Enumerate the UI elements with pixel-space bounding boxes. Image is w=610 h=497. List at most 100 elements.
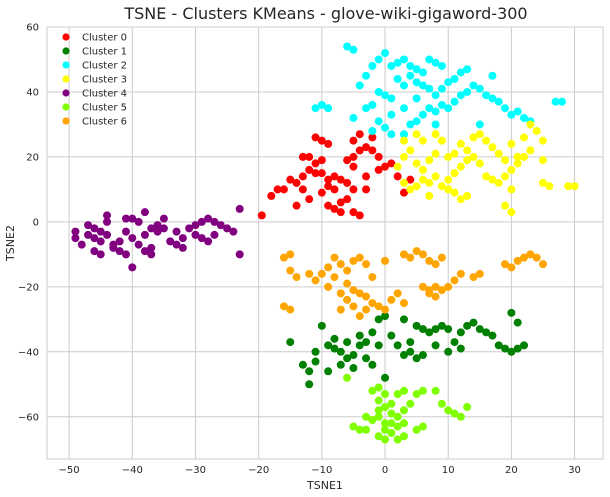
data-point [311, 159, 320, 168]
data-point [362, 260, 371, 269]
data-point [418, 68, 427, 77]
data-point [166, 237, 175, 246]
data-point [368, 386, 377, 395]
x-tick-label: −20 [248, 465, 269, 476]
data-point [469, 81, 478, 90]
data-point [526, 120, 535, 129]
data-point [330, 253, 339, 262]
legend-marker [62, 117, 70, 125]
x-tick-label: 30 [568, 465, 581, 476]
data-point [418, 325, 427, 334]
data-point [456, 269, 465, 278]
legend-marker [62, 89, 70, 97]
data-point [368, 133, 377, 142]
legend-label: Cluster 6 [82, 117, 127, 128]
data-point [336, 289, 345, 298]
data-point [90, 224, 99, 233]
data-point [368, 146, 377, 155]
data-point [418, 422, 427, 431]
data-point [330, 273, 339, 282]
data-point [387, 409, 396, 418]
data-point [317, 188, 326, 197]
data-point [431, 58, 440, 67]
data-point [355, 312, 364, 321]
x-tick-label: 0 [382, 465, 388, 476]
data-point [437, 136, 446, 145]
data-point [399, 299, 408, 308]
data-point [324, 182, 333, 191]
x-tick-label: −30 [185, 465, 206, 476]
data-point [336, 175, 345, 184]
data-point [399, 55, 408, 64]
data-point [292, 201, 301, 210]
data-point [494, 149, 503, 158]
data-point [431, 292, 440, 301]
data-point [330, 334, 339, 343]
data-point [393, 74, 402, 83]
data-point [134, 240, 143, 249]
data-point [570, 182, 579, 191]
data-point [257, 211, 266, 220]
data-point [501, 156, 510, 165]
y-tick-label: −20 [18, 282, 39, 293]
legend-label: Cluster 5 [82, 103, 127, 114]
data-point [431, 341, 440, 350]
data-point [381, 425, 390, 434]
data-point [412, 159, 421, 168]
data-point [159, 214, 168, 223]
legend-item: Cluster 3 [62, 75, 127, 86]
data-point [362, 292, 371, 301]
data-point [456, 195, 465, 204]
data-point [456, 91, 465, 100]
data-point [463, 87, 472, 96]
data-point [349, 351, 358, 360]
data-point [311, 133, 320, 142]
data-point [336, 360, 345, 369]
data-point [501, 104, 510, 113]
data-point [437, 182, 446, 191]
data-point [355, 146, 364, 155]
data-point [317, 136, 326, 145]
data-point [450, 188, 459, 197]
data-point [355, 331, 364, 340]
data-point [381, 390, 390, 399]
data-point [557, 97, 566, 106]
data-point [355, 130, 364, 139]
data-point [456, 68, 465, 77]
data-point [387, 399, 396, 408]
data-point [349, 136, 358, 145]
data-point [343, 178, 352, 187]
data-point [286, 305, 295, 314]
data-point [368, 273, 377, 282]
data-point [96, 250, 105, 259]
data-point [406, 175, 415, 184]
data-point [317, 169, 326, 178]
legend-marker [62, 33, 70, 41]
data-point [362, 412, 371, 421]
data-point [488, 94, 497, 103]
data-point [84, 230, 93, 239]
data-point [418, 250, 427, 259]
data-point [437, 286, 446, 295]
data-point [431, 120, 440, 129]
data-point [393, 162, 402, 171]
data-point [399, 315, 408, 324]
data-point [355, 211, 364, 220]
legend-item: Cluster 0 [62, 33, 127, 44]
data-point [488, 71, 497, 80]
data-point [381, 419, 390, 428]
data-point [374, 341, 383, 350]
data-point [128, 214, 137, 223]
data-point [450, 409, 459, 418]
data-point [197, 217, 206, 226]
data-point [538, 136, 547, 145]
data-point [412, 94, 421, 103]
data-point [450, 338, 459, 347]
data-point [324, 104, 333, 113]
y-tick-label: 0 [33, 217, 39, 228]
data-point [393, 172, 402, 181]
data-point [298, 152, 307, 161]
data-point [431, 107, 440, 116]
data-point [399, 81, 408, 90]
data-point [538, 260, 547, 269]
